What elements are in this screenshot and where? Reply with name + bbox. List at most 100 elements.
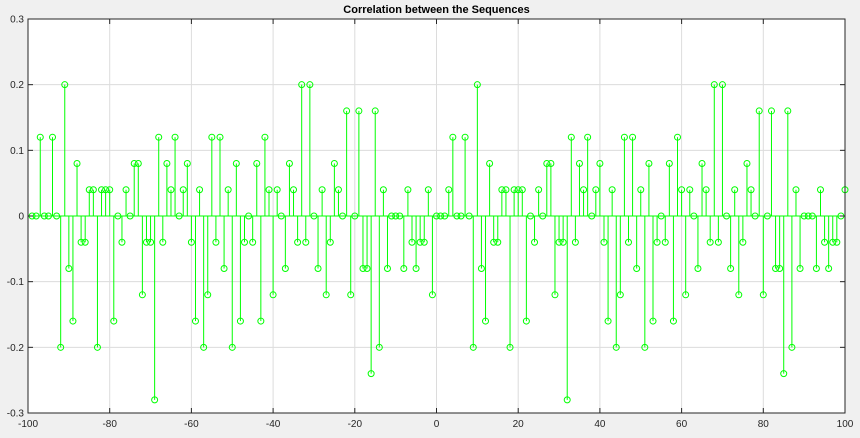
stem-marker xyxy=(559,238,567,246)
stem-marker xyxy=(44,212,52,220)
stem-marker xyxy=(441,212,449,220)
stem-marker xyxy=(371,107,379,115)
y-tick-label: 0.3 xyxy=(10,15,24,26)
stem-marker xyxy=(343,107,351,115)
stem-marker xyxy=(224,186,232,194)
stem-marker xyxy=(212,238,220,246)
stem-marker xyxy=(776,265,784,273)
stem-marker xyxy=(686,186,694,194)
stem-marker xyxy=(351,212,359,220)
stem-marker xyxy=(106,186,114,194)
stem-marker xyxy=(792,186,800,194)
stem-marker xyxy=(228,343,236,351)
stem-marker xyxy=(396,212,404,220)
x-tick-label: -40 xyxy=(266,419,281,430)
stem-marker xyxy=(567,133,575,141)
stem-marker xyxy=(400,265,408,273)
x-tick-label: -20 xyxy=(348,419,363,430)
x-tick-label: -60 xyxy=(184,419,199,430)
stem-marker xyxy=(261,133,269,141)
stem-marker xyxy=(216,133,224,141)
y-tick-label: 0 xyxy=(18,212,24,223)
x-tick-label: 0 xyxy=(434,419,440,430)
stem-marker xyxy=(694,265,702,273)
x-tick-label: 100 xyxy=(837,419,854,430)
stem-marker xyxy=(142,238,150,246)
stem-marker xyxy=(518,186,526,194)
stem-marker xyxy=(339,212,347,220)
stem-marker xyxy=(318,186,326,194)
stem-marker xyxy=(200,343,208,351)
stem-marker xyxy=(179,186,187,194)
stem-marker xyxy=(506,343,514,351)
stem-marker xyxy=(236,317,244,325)
stem-marker xyxy=(69,317,77,325)
stem-marker xyxy=(514,186,522,194)
stem-marker xyxy=(641,343,649,351)
stem-marker xyxy=(298,81,306,89)
stem-marker xyxy=(40,212,48,220)
stem-marker xyxy=(674,133,682,141)
x-tick-label: 40 xyxy=(594,419,606,430)
stem-marker xyxy=(445,186,453,194)
stem-marker xyxy=(812,265,820,273)
stem-marker xyxy=(772,265,780,273)
stem-marker xyxy=(159,238,167,246)
stem-marker xyxy=(710,81,718,89)
stem-marker xyxy=(187,238,195,246)
stem-marker xyxy=(314,265,322,273)
stem-marker xyxy=(735,291,743,299)
stem-marker xyxy=(359,265,367,273)
stem-marker xyxy=(571,238,579,246)
stem-marker xyxy=(73,159,81,167)
stem-marker xyxy=(767,107,775,115)
stem-marker xyxy=(102,186,110,194)
stem-marker xyxy=(804,212,812,220)
stem-marker xyxy=(118,238,126,246)
stem-marker xyxy=(575,159,583,167)
stem-marker xyxy=(588,212,596,220)
y-tick-label: 0.2 xyxy=(10,80,24,91)
stem-marker xyxy=(592,186,600,194)
stem-marker xyxy=(424,186,432,194)
x-tick-label: 80 xyxy=(758,419,770,430)
stem-marker xyxy=(98,186,106,194)
stem-marker xyxy=(780,370,788,378)
stem-marker xyxy=(167,186,175,194)
stem-marker xyxy=(392,212,400,220)
stem-marker xyxy=(816,186,824,194)
stem-marker xyxy=(784,107,792,115)
y-tick-label: -0.3 xyxy=(7,409,25,420)
stem-marker xyxy=(751,212,759,220)
stem-marker xyxy=(310,212,318,220)
stem-marker xyxy=(682,291,690,299)
stem-marker xyxy=(49,133,57,141)
x-tick-label: -100 xyxy=(18,419,38,430)
stem-marker xyxy=(151,396,159,404)
stem-marker xyxy=(535,186,543,194)
stem-marker xyxy=(363,265,371,273)
stem-marker xyxy=(465,212,473,220)
stem-marker xyxy=(85,186,93,194)
stem-marker xyxy=(183,159,191,167)
stem-marker xyxy=(134,159,142,167)
stem-marker xyxy=(788,343,796,351)
stem-marker xyxy=(204,291,212,299)
stem-marker xyxy=(375,343,383,351)
stem-marker xyxy=(367,370,375,378)
stem-marker xyxy=(584,133,592,141)
stem-marker xyxy=(747,186,755,194)
stem-marker xyxy=(702,186,710,194)
stem-marker xyxy=(245,212,253,220)
stem-marker xyxy=(714,238,722,246)
stem-marker xyxy=(433,212,440,220)
stem-marker xyxy=(608,186,616,194)
stem-marker xyxy=(498,186,506,194)
stem-marker xyxy=(645,159,653,167)
stem-marker xyxy=(510,186,518,194)
stem-marker xyxy=(624,238,632,246)
stem-marker xyxy=(698,159,706,167)
stem-marker xyxy=(469,343,477,351)
stem-marker xyxy=(580,186,588,194)
